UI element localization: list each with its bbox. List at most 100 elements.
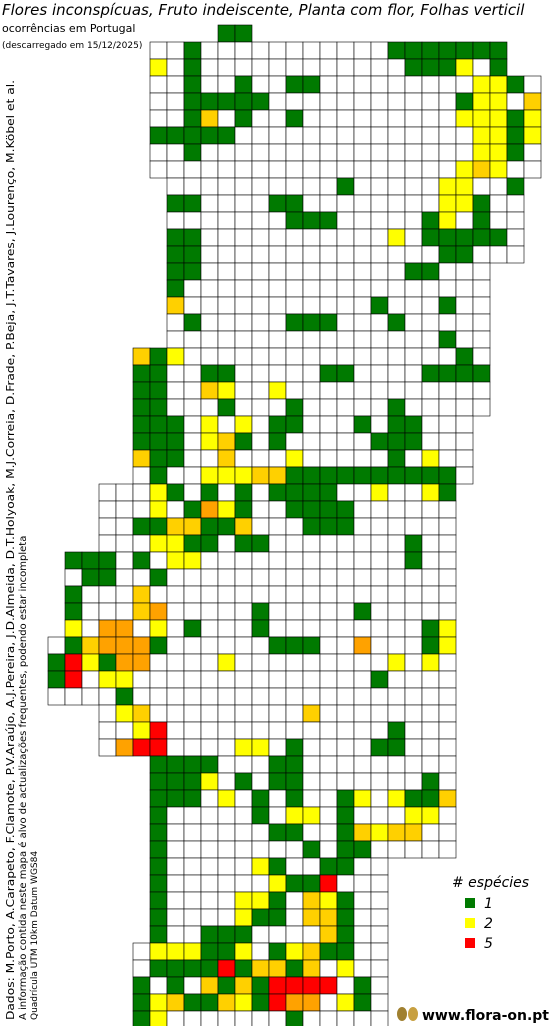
grid-cell (200, 109, 219, 128)
grid-cell (268, 874, 287, 893)
grid-cell (285, 772, 304, 791)
grid-cell (336, 449, 355, 468)
grid-cell (234, 432, 253, 451)
grid-cell (149, 840, 168, 859)
legend: 1 2 5 (465, 896, 493, 952)
grid-cell (166, 806, 185, 825)
grid-cell (183, 245, 202, 264)
grid-cell (421, 551, 440, 570)
grid-cell (285, 670, 304, 689)
grid-cell (353, 755, 372, 774)
grid-cell (506, 228, 525, 247)
grid-cell (421, 109, 440, 128)
grid-cell (166, 670, 185, 689)
grid-cell (319, 245, 338, 264)
grid-cell (336, 296, 355, 315)
grid-cell (353, 58, 372, 77)
grid-cell (302, 891, 321, 910)
grid-cell (132, 415, 151, 434)
grid-cell (319, 483, 338, 502)
grid-cell (149, 551, 168, 570)
logo-text[interactable]: www.flora-on.pt (422, 1008, 549, 1024)
grid-cell (251, 772, 270, 791)
grid-cell (285, 313, 304, 332)
grid-cell (285, 653, 304, 672)
grid-cell (234, 177, 253, 196)
grid-cell (81, 585, 100, 604)
grid-cell (421, 789, 440, 808)
grid-cell (438, 687, 457, 706)
grid-cell (319, 279, 338, 298)
grid-cell (455, 160, 474, 179)
grid-cell (166, 976, 185, 995)
grid-cell (523, 126, 542, 145)
grid-cell (183, 177, 202, 196)
grid-cell (200, 177, 219, 196)
grid-cell (234, 1010, 253, 1026)
grid-cell (234, 704, 253, 723)
grid-cell (217, 466, 236, 485)
grid-cell (183, 109, 202, 128)
grid-cell (438, 228, 457, 247)
grid-cell (149, 109, 168, 128)
grid-cell (404, 313, 423, 332)
grid-cell (200, 347, 219, 366)
grid-cell (183, 891, 202, 910)
grid-cell (302, 194, 321, 213)
grid-cell (472, 364, 491, 383)
grid-cell (200, 619, 219, 638)
grid-cell (421, 245, 440, 264)
grid-cell (404, 483, 423, 502)
grid-cell (319, 738, 338, 757)
grid-cell (183, 534, 202, 553)
grid-cell (370, 993, 389, 1012)
grid-cell (404, 636, 423, 655)
grid-cell (285, 228, 304, 247)
grid-cell (353, 823, 372, 842)
grid-cell (98, 738, 117, 757)
grid-cell (404, 432, 423, 451)
grid-cell (132, 738, 151, 757)
grid-cell (455, 109, 474, 128)
grid-cell (421, 704, 440, 723)
grid-cell (421, 126, 440, 145)
grid-cell (387, 330, 406, 349)
grid-cell (268, 432, 287, 451)
grid-cell (387, 704, 406, 723)
grid-cell (421, 75, 440, 94)
grid-cell (268, 806, 287, 825)
grid-cell (183, 704, 202, 723)
grid-cell (285, 976, 304, 995)
grid-cell (268, 568, 287, 587)
grid-cell (506, 245, 525, 264)
grid-cell (268, 942, 287, 961)
grid-cell (489, 211, 508, 230)
grid-cell (268, 653, 287, 672)
grid-cell (387, 432, 406, 451)
grid-cell (438, 245, 457, 264)
grid-cell (200, 466, 219, 485)
grid-cell (370, 109, 389, 128)
grid-cell (285, 993, 304, 1012)
grid-cell (387, 772, 406, 791)
grid-cell (47, 670, 66, 689)
grid-cell (268, 194, 287, 213)
grid-cell (438, 211, 457, 230)
grid-cell (387, 262, 406, 281)
grid-cell (166, 789, 185, 808)
grid-cell (149, 738, 168, 757)
grid-cell (319, 126, 338, 145)
grid-cell (404, 721, 423, 740)
grid-cell (234, 789, 253, 808)
logo[interactable]: www.flora-on.pt (397, 1007, 549, 1024)
grid-cell (234, 653, 253, 672)
grid-cell (302, 976, 321, 995)
grid-cell (404, 687, 423, 706)
grid-cell (183, 942, 202, 961)
grid-cell (200, 857, 219, 876)
grid-cell (166, 704, 185, 723)
grid-cell (251, 364, 270, 383)
grid-cell (421, 58, 440, 77)
grid-cell (234, 126, 253, 145)
grid-cell (149, 432, 168, 451)
